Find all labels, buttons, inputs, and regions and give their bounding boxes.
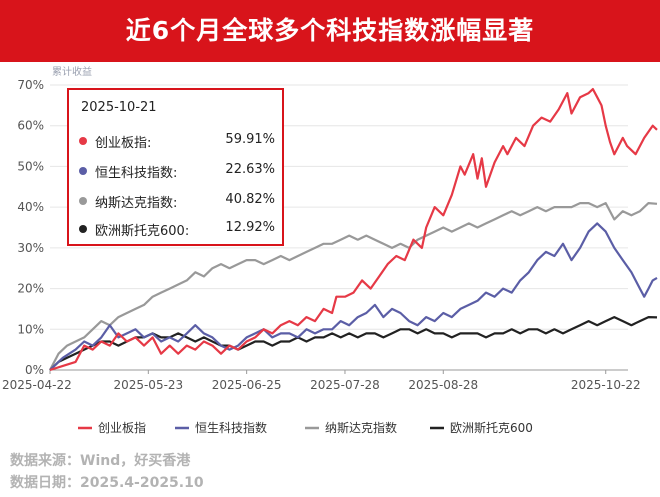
- tooltip-series-name: 纳斯达克指数:: [95, 196, 178, 211]
- legend-label: 恒生科技指数: [195, 420, 267, 435]
- x-tick-label: 2025-04-22: [2, 378, 72, 392]
- series-color-dot: [79, 137, 87, 145]
- tooltip-series-value: 59.91%: [225, 132, 275, 147]
- tooltip-series-name: 恒生科技指数:: [95, 166, 178, 181]
- series-color-dot: [79, 197, 87, 205]
- tooltip-series-value: 22.63%: [225, 162, 275, 177]
- legend-label: 纳斯达克指数: [325, 420, 397, 435]
- tooltip-series-value: 40.82%: [225, 192, 275, 207]
- tooltip-date: 2025-10-21: [81, 100, 157, 115]
- y-tick-label: 30%: [17, 241, 44, 255]
- series-color-dot: [79, 225, 87, 233]
- page-title: 近6个月全球多个科技指数涨幅显著: [125, 16, 535, 45]
- y-tick-label: 70%: [17, 78, 44, 92]
- data-tooltip: 2025-10-21 创业板指: 59.91% 恒生科技指数: 22.63% 纳…: [67, 88, 284, 246]
- title-banner: 近6个月全球多个科技指数涨幅显著: [0, 0, 660, 62]
- series-color-dot: [79, 167, 87, 175]
- data-source: 数据来源：Wind，好买香港: [10, 453, 191, 469]
- x-tick-label: 2025-05-23: [113, 378, 183, 392]
- data-date: 数据日期：2025.4-2025.10: [10, 475, 204, 491]
- y-axis-label: 累计收益: [52, 65, 92, 78]
- legend-label: 欧洲斯托克600: [450, 421, 533, 435]
- series-line-0: [49, 88, 658, 372]
- y-tick-label: 20%: [17, 282, 44, 296]
- y-tick-label: 40%: [17, 200, 44, 214]
- legend-label: 创业板指: [98, 420, 146, 435]
- tooltip-row: 恒生科技指数: 22.63%: [79, 162, 279, 182]
- tooltip-row: 纳斯达克指数: 40.82%: [79, 192, 279, 212]
- series-line-1: [49, 222, 658, 371]
- tooltip-series-name: 欧洲斯托克600:: [95, 224, 190, 239]
- tooltip-series-name: 创业板指:: [95, 136, 152, 151]
- y-tick-label: 50%: [17, 159, 44, 173]
- series-line-2: [49, 202, 658, 371]
- y-tick-label: 60%: [17, 119, 44, 133]
- x-tick-label: 2025-08-28: [408, 378, 478, 392]
- tooltip-row: 创业板指: 59.91%: [79, 132, 279, 152]
- tooltip-row: 欧洲斯托克600: 12.92%: [79, 220, 279, 240]
- line-chart: 0% 10% 20% 30% 40% 50% 60% 70% 累计收益 2025-04-22 202…: [2, 65, 658, 435]
- tooltip-series-value: 12.92%: [225, 220, 275, 235]
- x-tick-label: 2025-06-25: [212, 378, 282, 392]
- x-tick-label: 2025-10-22: [571, 378, 641, 392]
- x-tick-label: 2025-07-28: [310, 378, 380, 392]
- y-tick-label: 10%: [17, 322, 44, 336]
- y-tick-label: 0%: [25, 363, 44, 377]
